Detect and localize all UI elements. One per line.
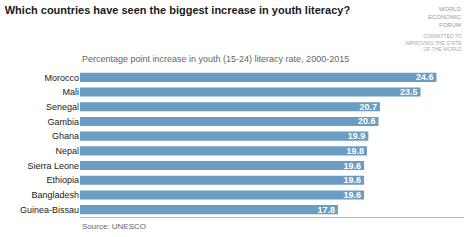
svg-text:24.6: 24.6	[416, 72, 434, 82]
svg-text:Sierra Leone: Sierra Leone	[27, 161, 79, 171]
svg-text:19.9: 19.9	[348, 131, 366, 141]
svg-text:Which countries have seen the: Which countries have seen the biggest in…	[5, 4, 351, 16]
svg-text:Nepal: Nepal	[55, 146, 79, 156]
svg-text:Percentage point increase in y: Percentage point increase in youth (15-2…	[82, 54, 349, 64]
svg-text:WORLDECONOMICFORUM: WORLDECONOMICFORUM	[428, 6, 462, 28]
svg-text:Gambia: Gambia	[47, 117, 79, 127]
svg-text:19.6: 19.6	[343, 175, 361, 185]
svg-text:Ghana: Ghana	[52, 131, 79, 141]
svg-text:Bangladesh: Bangladesh	[31, 190, 79, 200]
svg-text:Ethiopia: Ethiopia	[46, 175, 79, 185]
svg-text:17.8: 17.8	[317, 205, 335, 215]
svg-text:23.5: 23.5	[400, 87, 418, 97]
svg-text:19.6: 19.6	[343, 161, 361, 171]
svg-text:Mali: Mali	[62, 87, 79, 97]
svg-text:Morocco: Morocco	[44, 73, 79, 83]
svg-text:20.7: 20.7	[359, 102, 377, 112]
svg-text:Source: UNESCO: Source: UNESCO	[82, 222, 146, 231]
svg-text:Senegal: Senegal	[46, 102, 79, 112]
svg-text:19.6: 19.6	[343, 190, 361, 200]
svg-text:20.6: 20.6	[358, 116, 376, 126]
svg-text:COMMITTED TOIMPROVING THE STAT: COMMITTED TOIMPROVING THE STATEOF THE WO…	[405, 33, 462, 52]
svg-text:Guinea-Bissau: Guinea-Bissau	[20, 205, 79, 215]
svg-text:19.8: 19.8	[346, 146, 364, 156]
